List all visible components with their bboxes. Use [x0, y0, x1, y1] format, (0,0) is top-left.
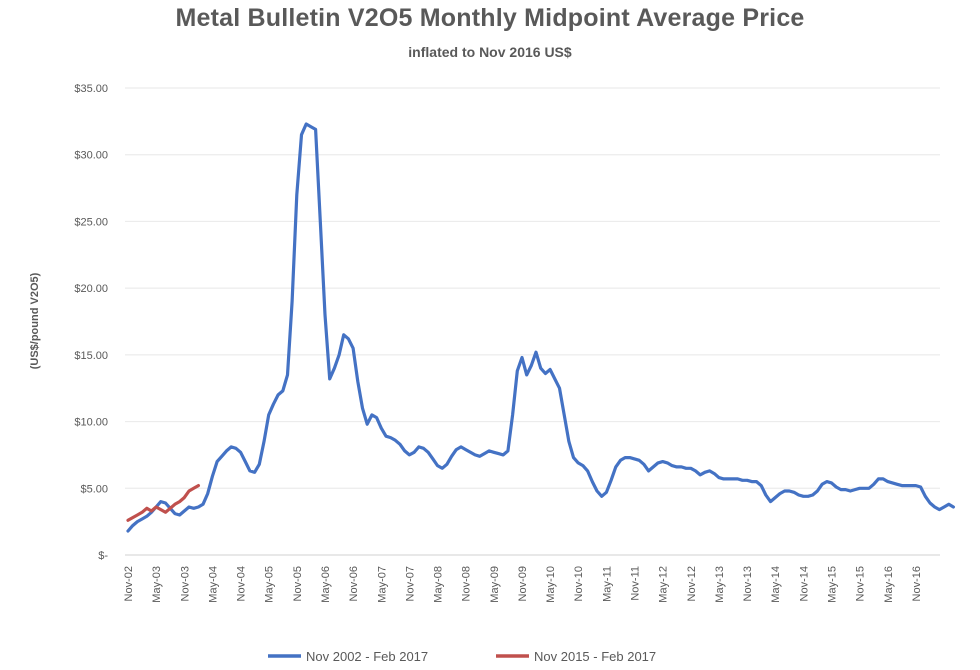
x-tick-label: Nov-14 — [798, 566, 810, 601]
series-line-nov2002-feb2017 — [126, 122, 956, 533]
chart-title: Metal Bulletin V2O5 Monthly Midpoint Ave… — [175, 4, 805, 32]
y-tick-label: $10.00 — [74, 417, 108, 429]
x-tick-label: May-13 — [714, 566, 726, 603]
y-tick-label: $30.00 — [74, 150, 108, 162]
x-tick-label: May-08 — [433, 566, 445, 603]
x-tick-label: Nov-12 — [686, 566, 698, 601]
y-axis-label: (US$/pound V2O5) — [29, 272, 41, 369]
x-tick-label: Nov-04 — [236, 566, 248, 601]
x-tick-label: Nov-15 — [855, 566, 867, 601]
legend-label: Nov 2002 - Feb 2017 — [306, 649, 428, 664]
x-tick-label: Nov-07 — [404, 566, 416, 601]
x-tick-label: May-05 — [264, 566, 276, 603]
x-tick-label: Nov-08 — [461, 566, 473, 601]
y-tick-label: $20.00 — [74, 283, 108, 295]
y-tick-label: $15.00 — [74, 350, 108, 362]
x-tick-label: May-12 — [658, 566, 670, 603]
x-tick-label: Nov-10 — [573, 566, 585, 601]
x-tick-label: May-04 — [207, 566, 219, 603]
y-axis-ticks: $- $5.00 $10.00 $15.00 $20.00 $25.00 $30.00 $35… — [74, 83, 108, 562]
y-tick-label: $- — [98, 550, 108, 562]
x-tick-label: Nov-02 — [123, 566, 135, 601]
x-tick-label: May-03 — [151, 566, 163, 603]
x-tick-label: Nov-11 — [630, 566, 642, 601]
x-tick-label: Nov-09 — [517, 566, 529, 601]
legend: Nov 2002 - Feb 2017 Nov 2015 - Feb 2017 — [268, 649, 656, 664]
gridlines — [125, 87, 940, 556]
x-tick-label: Nov-16 — [911, 566, 923, 601]
x-tick-label: Nov-05 — [292, 566, 304, 601]
x-tick-label: May-06 — [320, 566, 332, 603]
y-tick-label: $35.00 — [74, 83, 108, 95]
y-tick-label: $5.00 — [80, 483, 108, 495]
x-tick-label: May-14 — [770, 566, 782, 603]
y-tick-label: $25.00 — [74, 216, 108, 228]
x-tick-label: May-10 — [545, 566, 557, 603]
x-tick-label: Nov-06 — [348, 566, 360, 601]
x-tick-label: May-15 — [827, 566, 839, 603]
chart-subtitle: inflated to Nov 2016 US$ — [408, 44, 572, 60]
x-tick-label: May-16 — [883, 566, 895, 603]
x-tick-label: May-09 — [489, 566, 501, 603]
x-axis-ticks: Nov-02 May-03 Nov-03 May-04 Nov-04 May-05 Nov-… — [123, 566, 923, 603]
legend-label: Nov 2015 - Feb 2017 — [534, 649, 656, 664]
x-tick-label: Nov-03 — [179, 566, 191, 601]
x-tick-label: May-11 — [601, 566, 613, 602]
x-tick-label: Nov-13 — [742, 566, 754, 601]
x-tick-label: May-07 — [376, 566, 388, 603]
series-lines — [126, 122, 956, 533]
series-line-nov2015-feb2017 — [126, 484, 200, 522]
